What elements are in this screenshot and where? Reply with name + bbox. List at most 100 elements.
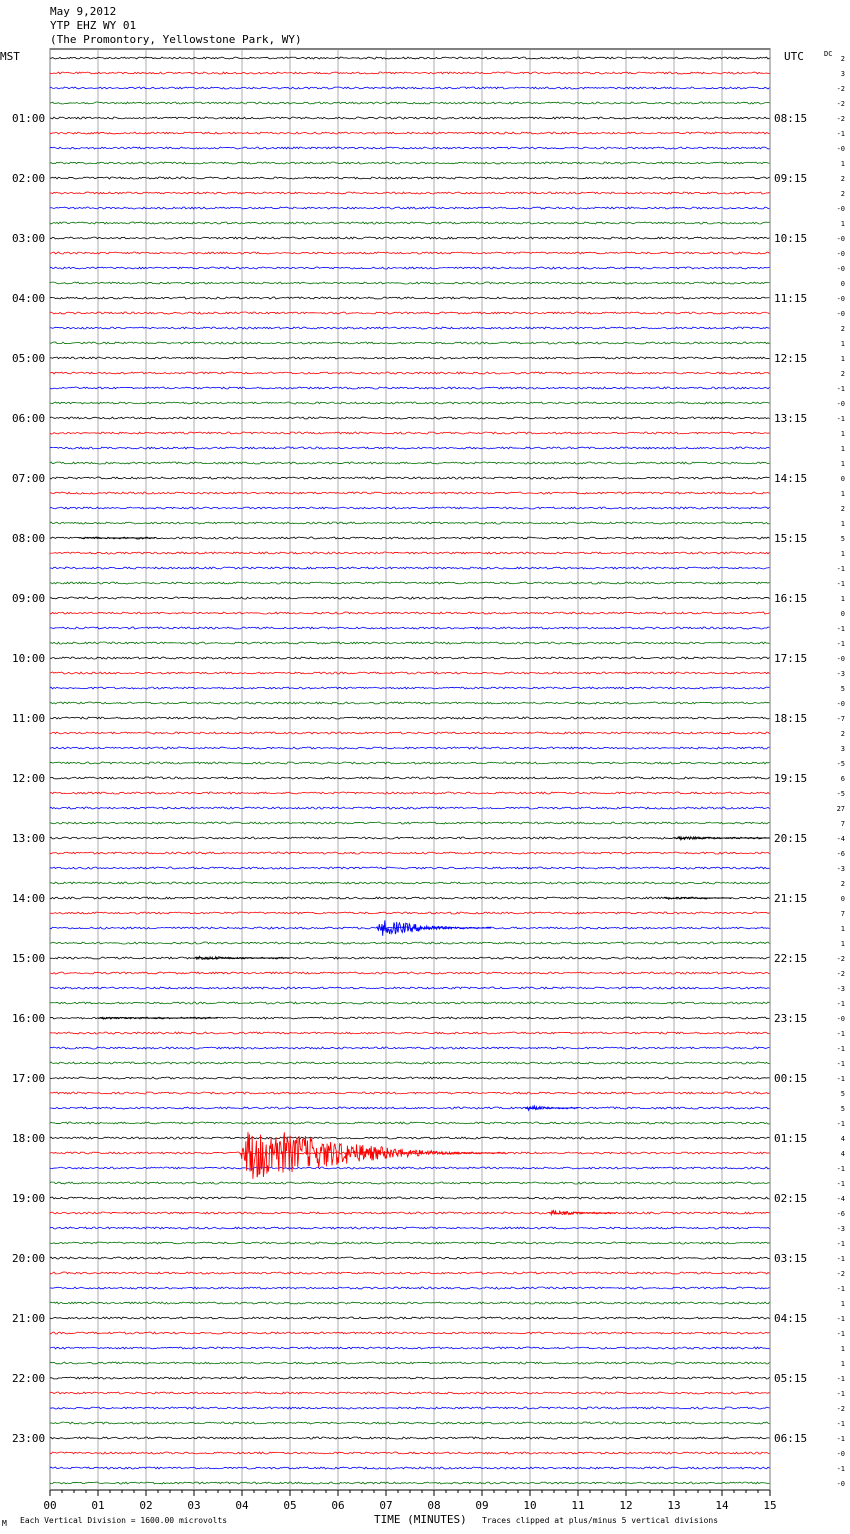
dc-offset-label: 4 [841,1150,845,1158]
trace-93 [49,1451,770,1455]
mst-hour-label: 12:00 [12,772,45,785]
dc-offset-label: -1 [837,130,845,138]
x-tick-label: 08 [427,1499,440,1512]
trace-18 [49,326,770,330]
dc-offset-label: -1 [837,1165,845,1173]
x-tick-label: 01 [91,1499,104,1512]
dc-offset-label: 0 [841,610,845,618]
trace-60 [49,956,770,960]
trace-25 [49,431,770,435]
dc-offset-label: 2 [841,325,845,333]
trace-2 [49,86,770,90]
utc-hour-label: 02:15 [774,1192,807,1205]
trace-42 [49,686,770,690]
dc-offset-label: -6 [837,1210,845,1218]
trace-71 [49,1121,770,1125]
dc-offset-label: -2 [837,970,845,978]
x-tick-label: 15 [763,1499,776,1512]
dc-offset-label: -1 [837,1390,845,1398]
utc-hour-label: 22:15 [774,952,807,965]
trace-44 [49,716,770,720]
dc-offset-label: -1 [837,640,845,648]
mst-hour-label: 17:00 [12,1072,45,1085]
dc-offset-label: -0 [837,655,845,663]
dc-offset-label: 1 [841,925,845,933]
trace-55 [49,881,770,885]
trace-8 [50,176,770,180]
mst-hour-label: 20:00 [12,1252,45,1265]
mst-hour-label: 06:00 [12,412,45,425]
dc-offset-label: -0 [837,145,845,153]
trace-4 [49,116,770,120]
utc-hour-label: 08:15 [774,112,807,125]
trace-11 [49,221,770,225]
trace-63 [49,1001,770,1005]
trace-14 [49,266,770,270]
trace-83 [49,1301,770,1305]
trace-52 [49,836,770,840]
trace-0 [49,56,770,60]
trace-88 [49,1376,770,1380]
dc-offset-label: -0 [837,265,845,273]
trace-57 [49,911,770,915]
trace-54 [49,866,770,870]
x-tick-label: 07 [379,1499,392,1512]
x-tick-label: 09 [475,1499,488,1512]
trace-82 [49,1286,770,1290]
dc-offset-label: 2 [841,880,845,888]
dc-offset-label: 1 [841,445,845,453]
utc-hour-label: 09:15 [774,172,807,185]
dc-offset-label: -0 [837,235,845,243]
mst-hour-label: 16:00 [12,1012,45,1025]
dc-offset-label: -3 [837,1225,845,1233]
dc-offset-label: 5 [841,535,845,543]
trace-1 [49,71,770,75]
trace-16 [49,296,770,300]
dc-offset-label: 3 [841,70,845,78]
trace-31 [49,521,770,525]
trace-50 [49,806,770,810]
trace-77 [49,1211,770,1215]
dc-offset-label: -1 [837,1285,845,1293]
dc-offset-label: -1 [837,415,845,423]
trace-78 [49,1226,770,1230]
trace-7 [49,161,770,165]
mst-hour-label: 15:00 [12,952,45,965]
trace-68 [49,1076,770,1080]
utc-hour-label: 16:15 [774,592,807,605]
trace-84 [49,1316,770,1320]
x-tick-label: 00 [43,1499,56,1512]
utc-hour-label: 12:15 [774,352,807,365]
dc-offset-label: -1 [837,1060,845,1068]
mst-hour-label: 23:00 [12,1432,45,1445]
trace-72 [49,1136,770,1140]
dc-offset-label: -4 [837,835,845,843]
trace-35 [49,581,770,585]
event-7 [239,1132,506,1179]
x-tick-label: 10 [523,1499,536,1512]
dc-offset-label: 1 [841,520,845,528]
dc-offset-label: -0 [837,205,845,213]
x-tick-label: 02 [139,1499,152,1512]
dc-offset-label: 1 [841,1300,845,1308]
event-1 [673,835,770,842]
dc-offset-label: 2 [841,55,845,63]
dc-offset-label: 2 [841,370,845,378]
event-8 [549,1209,616,1217]
dc-offset-label: -1 [837,625,845,633]
trace-51 [49,821,770,825]
mst-hour-label: 18:00 [12,1132,45,1145]
dc-offset-label: 5 [841,1090,845,1098]
dc-offset-label: 1 [841,160,845,168]
mst-hour-label: 21:00 [12,1312,45,1325]
event-4 [193,955,290,961]
x-tick-label: 04 [235,1499,249,1512]
dc-offset-label: -0 [837,295,845,303]
dc-offset-label: 1 [841,355,845,363]
dc-offset-label: 1 [841,460,845,468]
utc-hour-label: 17:15 [774,652,807,665]
dc-offset-label: 1 [841,340,845,348]
utc-hour-label: 15:15 [774,532,807,545]
dc-offset-label: -1 [837,1075,845,1083]
trace-3 [49,101,770,105]
